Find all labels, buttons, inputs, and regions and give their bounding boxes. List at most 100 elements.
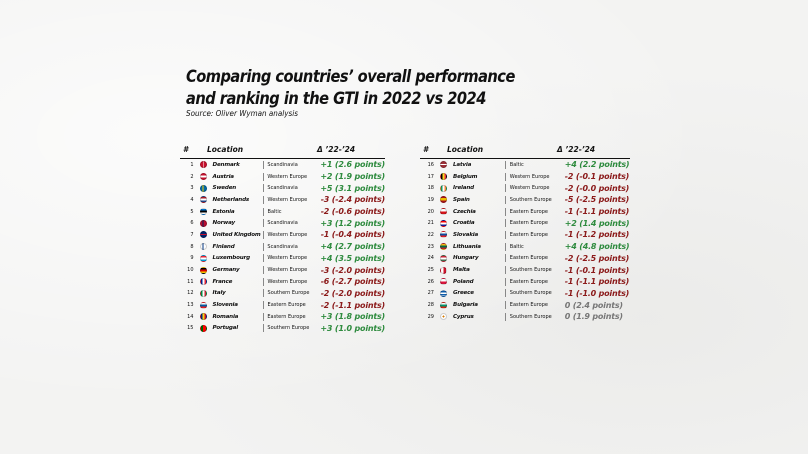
table-row: 28 Bulgaria Eastern Europe 0 (2.4 points) bbox=[420, 299, 630, 311]
ranking-table-right: # Location Δ ’22-’24 16 Latvia Baltic +4 (2… bbox=[420, 142, 630, 323]
header-location: Location bbox=[207, 144, 244, 154]
rank-number: 20 bbox=[427, 208, 434, 215]
table-row: 21 Croatia Eastern Europe +2 (1.4 points) bbox=[420, 217, 630, 229]
netherlands-flag-icon bbox=[199, 196, 207, 204]
column-divider bbox=[505, 160, 506, 169]
delta-value: -6 (-2.7 points) bbox=[320, 277, 386, 287]
column-divider bbox=[505, 184, 506, 193]
country-name: Malta bbox=[453, 267, 470, 274]
rank-number: 14 bbox=[187, 313, 194, 320]
table-row: 23 Lithuania Baltic +4 (4.8 points) bbox=[420, 241, 630, 253]
table-row: 25 Malta Southern Europe -1 (-0.1 points) bbox=[420, 264, 630, 276]
country-name: Ireland bbox=[453, 185, 474, 192]
table-row: 27 Greece Southern Europe -1 (-1.0 points) bbox=[420, 288, 630, 300]
region-label: Eastern Europe bbox=[267, 302, 306, 309]
table-row: 20 Czechia Eastern Europe -1 (-1.1 points) bbox=[420, 206, 630, 218]
country-name: Italy bbox=[212, 290, 226, 297]
country-name: Estonia bbox=[212, 208, 235, 215]
rank-number: 12 bbox=[187, 290, 194, 297]
region-label: Baltic bbox=[267, 208, 282, 215]
region-label: Southern Europe bbox=[267, 325, 310, 332]
column-divider bbox=[505, 266, 506, 275]
uk-flag-icon bbox=[199, 231, 207, 239]
delta-value: +3 (1.0 points) bbox=[320, 323, 385, 333]
region-label: Western Europe bbox=[267, 278, 308, 285]
country-name: Netherlands bbox=[212, 196, 250, 203]
belgium-flag-icon bbox=[440, 173, 447, 181]
delta-value: +3 (1.8 points) bbox=[320, 312, 385, 322]
country-name: Czechia bbox=[453, 208, 476, 215]
table-row: 8 Finland Scandinavia +4 (2.7 points) bbox=[180, 241, 385, 253]
slovakia-flag-icon bbox=[440, 231, 447, 239]
rank-number: 21 bbox=[427, 220, 434, 227]
country-name: Hungary bbox=[453, 255, 479, 262]
country-name: Luxembourg bbox=[212, 255, 251, 262]
region-label: Western Europe bbox=[267, 173, 308, 180]
header-delta: Δ ’22-’24 bbox=[317, 144, 356, 154]
region-label: Eastern Europe bbox=[509, 255, 548, 262]
delta-value: +4 (2.7 points) bbox=[320, 242, 385, 252]
column-divider bbox=[262, 184, 264, 193]
table-row: 3 Sweden Scandinavia +5 (3.1 points) bbox=[180, 182, 385, 194]
page-title: Comparing countries’ overall performance… bbox=[186, 66, 515, 110]
table-body: 1 Denmark Scandinavia +1 (2.6 points) 2 Austr… bbox=[180, 159, 385, 334]
column-divider bbox=[262, 219, 264, 228]
rank-number: 22 bbox=[427, 231, 434, 238]
country-name: Slovenia bbox=[212, 302, 239, 309]
region-label: Baltic bbox=[509, 161, 524, 168]
croatia-flag-icon bbox=[440, 219, 447, 227]
region-label: Scandinavia bbox=[267, 220, 298, 227]
rank-number: 18 bbox=[427, 185, 434, 192]
table-row: 4 Netherlands Western Europe -3 (-2.4 point… bbox=[180, 194, 385, 206]
region-label: Western Europe bbox=[267, 255, 308, 262]
region-label: Southern Europe bbox=[267, 290, 310, 297]
table-row: 16 Latvia Baltic +4 (2.2 points) bbox=[420, 159, 630, 171]
column-divider bbox=[505, 254, 506, 263]
delta-value: -1 (-0.1 points) bbox=[564, 265, 630, 275]
source-note: Source: Oliver Wyman analysis bbox=[186, 109, 299, 118]
region-label: Scandinavia bbox=[267, 185, 298, 192]
france-flag-icon bbox=[199, 278, 207, 286]
country-name: Finland bbox=[212, 243, 235, 250]
rank-number: 13 bbox=[187, 302, 194, 309]
country-name: Greece bbox=[453, 290, 474, 297]
finland-flag-icon bbox=[199, 243, 207, 251]
slovenia-flag-icon bbox=[199, 301, 207, 309]
region-label: Western Europe bbox=[267, 196, 308, 203]
table-row: 7 United Kingdom Western Europe -1 (-0.4 po… bbox=[180, 229, 385, 241]
spain-flag-icon bbox=[440, 196, 447, 204]
delta-value: -2 (-2.5 points) bbox=[564, 253, 630, 263]
rank-number: 10 bbox=[187, 267, 194, 274]
chart-header: Comparing countries’ overall performance… bbox=[186, 66, 568, 118]
region-label: Western Europe bbox=[509, 173, 550, 180]
region-label: Southern Europe bbox=[509, 313, 552, 320]
delta-value: 0 (2.4 points) bbox=[564, 300, 623, 310]
rank-number: 28 bbox=[427, 302, 434, 309]
rank-number: 4 bbox=[190, 196, 194, 203]
austria-flag-icon bbox=[199, 173, 207, 181]
rank-number: 16 bbox=[427, 161, 434, 168]
table-row: 2 Austria Western Europe +2 (1.9 points) bbox=[180, 171, 385, 183]
column-divider bbox=[505, 242, 506, 251]
table-row: 10 Germany Western Europe -3 (-2.0 points) bbox=[180, 264, 385, 276]
region-label: Southern Europe bbox=[509, 267, 552, 274]
region-label: Eastern Europe bbox=[509, 208, 548, 215]
delta-value: -5 (-2.5 points) bbox=[564, 195, 630, 205]
portugal-flag-icon bbox=[199, 324, 207, 332]
region-label: Eastern Europe bbox=[509, 278, 548, 285]
table-row: 13 Slovenia Eastern Europe -2 (-1.1 points) bbox=[180, 299, 385, 311]
rank-number: 27 bbox=[427, 290, 434, 297]
italy-flag-icon bbox=[199, 289, 207, 297]
luxembourg-flag-icon bbox=[199, 254, 207, 262]
rank-number: 17 bbox=[427, 173, 434, 180]
column-divider bbox=[505, 207, 506, 216]
region-label: Western Europe bbox=[267, 231, 308, 238]
ranking-table-left: # Location Δ ’22-’24 1 Denmark Scandinavia… bbox=[180, 142, 385, 334]
column-divider bbox=[505, 277, 506, 286]
delta-value: -3 (-2.0 points) bbox=[320, 265, 386, 275]
region-label: Eastern Europe bbox=[509, 231, 548, 238]
rank-number: 5 bbox=[190, 208, 194, 215]
delta-value: +4 (2.2 points) bbox=[564, 160, 630, 170]
column-divider bbox=[262, 160, 264, 169]
table-row: 14 Romania Eastern Europe +3 (1.8 points) bbox=[180, 311, 385, 323]
